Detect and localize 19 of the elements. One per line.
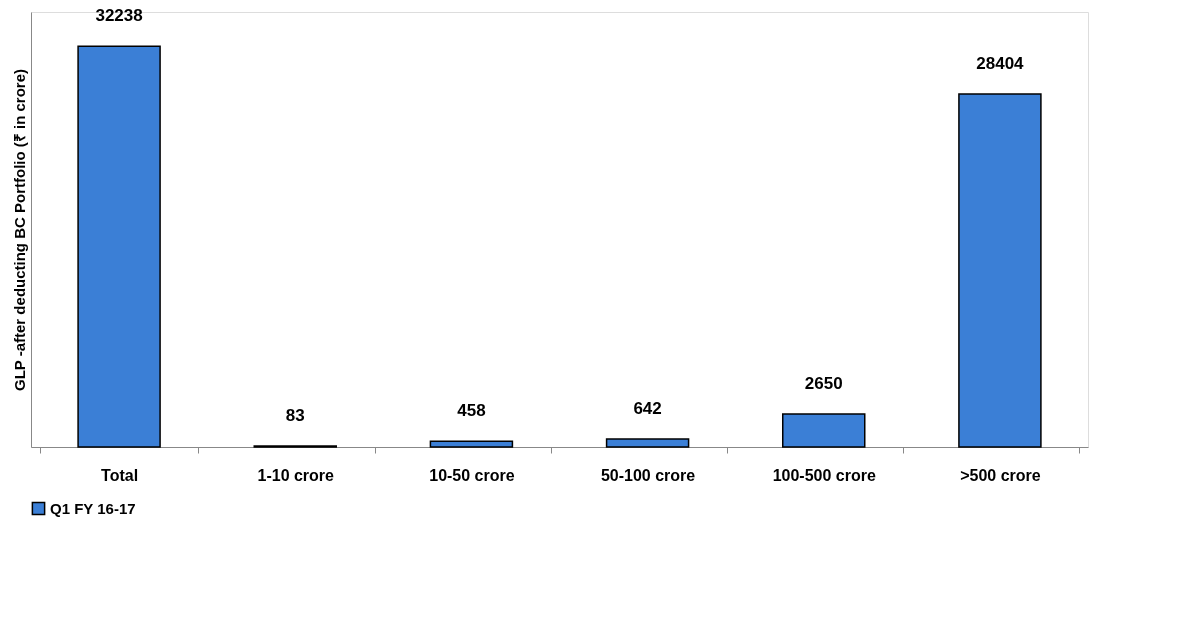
data-label: 32238 [95,6,143,26]
x-tick-label: >500 crore [960,466,1041,484]
bar [605,438,690,448]
data-label: 28404 [976,53,1025,73]
bar [958,93,1042,448]
x-tick-label: Total [101,466,139,484]
data-label: 2650 [804,374,843,394]
x-tick-label: 100-500 crore [772,466,876,484]
bar [782,413,866,448]
data-label: 83 [285,405,305,425]
legend-label: Q1 FY 16-17 [50,499,136,517]
bar [77,45,161,448]
x-tick-label: 50-100 crore [600,466,696,484]
data-label: 642 [633,399,662,419]
data-label: 458 [457,401,486,421]
x-tick-label: 1-10 crore [257,466,335,484]
y-axis-title: GLP -after deducting BC Portfolio (₹ in crore) [10,68,28,392]
bar [429,440,514,448]
x-tick-label: 10-50 crore [429,466,515,484]
